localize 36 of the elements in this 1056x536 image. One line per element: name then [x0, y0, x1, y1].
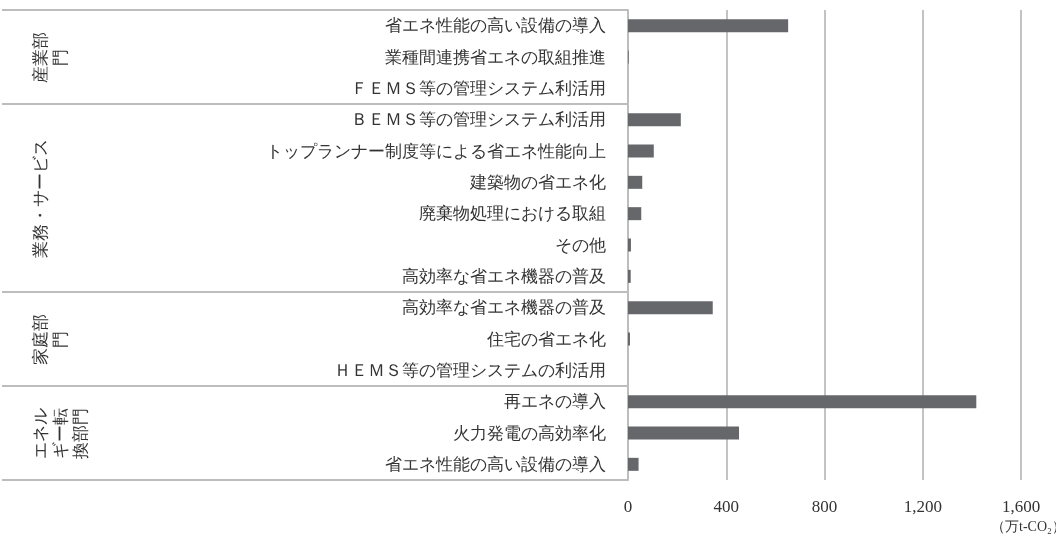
- bar: [628, 175, 643, 189]
- y-tick-label: 省エネ性能の高い設備の導入: [385, 16, 606, 36]
- y-tick-label: ＢＥＭＳ等の管理システム利活用: [351, 110, 606, 130]
- bar: [628, 113, 681, 127]
- x-axis-title: （万t-CO₂）: [991, 518, 1056, 534]
- y-tick-label: その他: [555, 235, 606, 255]
- y-tick-label: トップランナー制度等による省エネ性能向上: [266, 141, 606, 161]
- y-tick-label: ＨＥＭＳ等の管理システムの利活用: [334, 360, 606, 380]
- x-tick-label: 1,600: [1001, 497, 1041, 516]
- text: 業務・サービス: [30, 138, 50, 258]
- y-tick-label: 住宅の省エネ化: [486, 329, 606, 349]
- bar: [628, 269, 631, 283]
- y-tick-label: 廃棄物処理における取組: [419, 204, 606, 224]
- y-tick-label: 再エネの導入: [504, 392, 606, 412]
- bar: [628, 238, 631, 252]
- bar: [628, 426, 740, 440]
- x-tick-label: 1,200: [903, 497, 942, 516]
- y-tick-label: 高効率な省エネ機器の普及: [402, 266, 606, 286]
- text: 家庭部門: [30, 313, 70, 365]
- bar: [628, 207, 642, 221]
- x-tick-label: 0: [623, 497, 633, 516]
- text: エネルギー転換部門: [30, 407, 90, 459]
- bar: [628, 19, 789, 33]
- text: 産業部門: [30, 31, 70, 83]
- bar: [628, 457, 639, 471]
- bar: [628, 144, 654, 158]
- x-tick-label: 400: [713, 497, 739, 516]
- y-tick-label: 建築物の省エネ化: [469, 172, 606, 192]
- bar: [628, 395, 977, 409]
- y-tick-label: 省エネ性能の高い設備の導入: [385, 454, 606, 474]
- x-tick-label: 800: [811, 497, 838, 516]
- y-tick-label: 火力発電の高効率化: [453, 423, 606, 443]
- y-tick-label: 業種間連携省エネの取組推進: [385, 47, 606, 67]
- y-tick-label: 高効率な省エネ機器の普及: [402, 298, 606, 318]
- bar: [628, 301, 713, 315]
- y-tick-label: ＦＥＭＳ等の管理システム利活用: [351, 78, 606, 98]
